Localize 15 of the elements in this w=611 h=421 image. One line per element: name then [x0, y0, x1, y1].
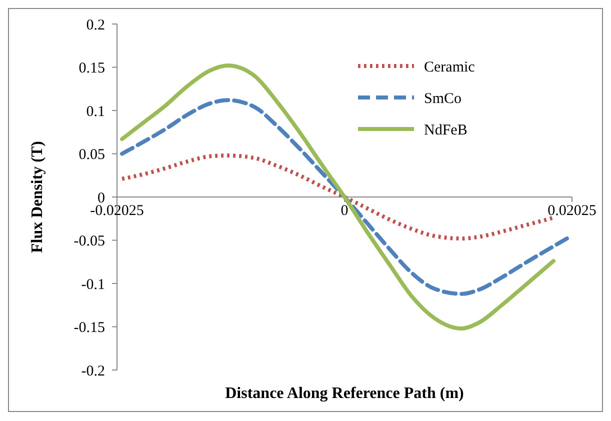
- y-axis-title: Flux Density (T): [29, 141, 46, 253]
- x-tick-label: 0: [340, 203, 348, 219]
- x-tick-label: 0.02025: [548, 203, 596, 219]
- legend-label: SmCo: [424, 90, 462, 107]
- y-tick-label: 0.2: [86, 17, 105, 34]
- x-axis-title: Distance Along Reference Path (m): [225, 385, 464, 402]
- y-tick-label: 0.1: [86, 104, 105, 120]
- y-tick-label: -0.2: [81, 363, 105, 380]
- y-tick-label: -0.15: [74, 320, 105, 336]
- y-tick-label: 0.15: [78, 60, 105, 76]
- legend-label: Ceramic: [424, 59, 476, 76]
- y-tick-label: -0.1: [81, 276, 105, 293]
- y-tick-label: -0.05: [74, 234, 105, 250]
- y-tick-label: 0.05: [78, 147, 105, 163]
- legend-label: NdFeB: [424, 122, 468, 138]
